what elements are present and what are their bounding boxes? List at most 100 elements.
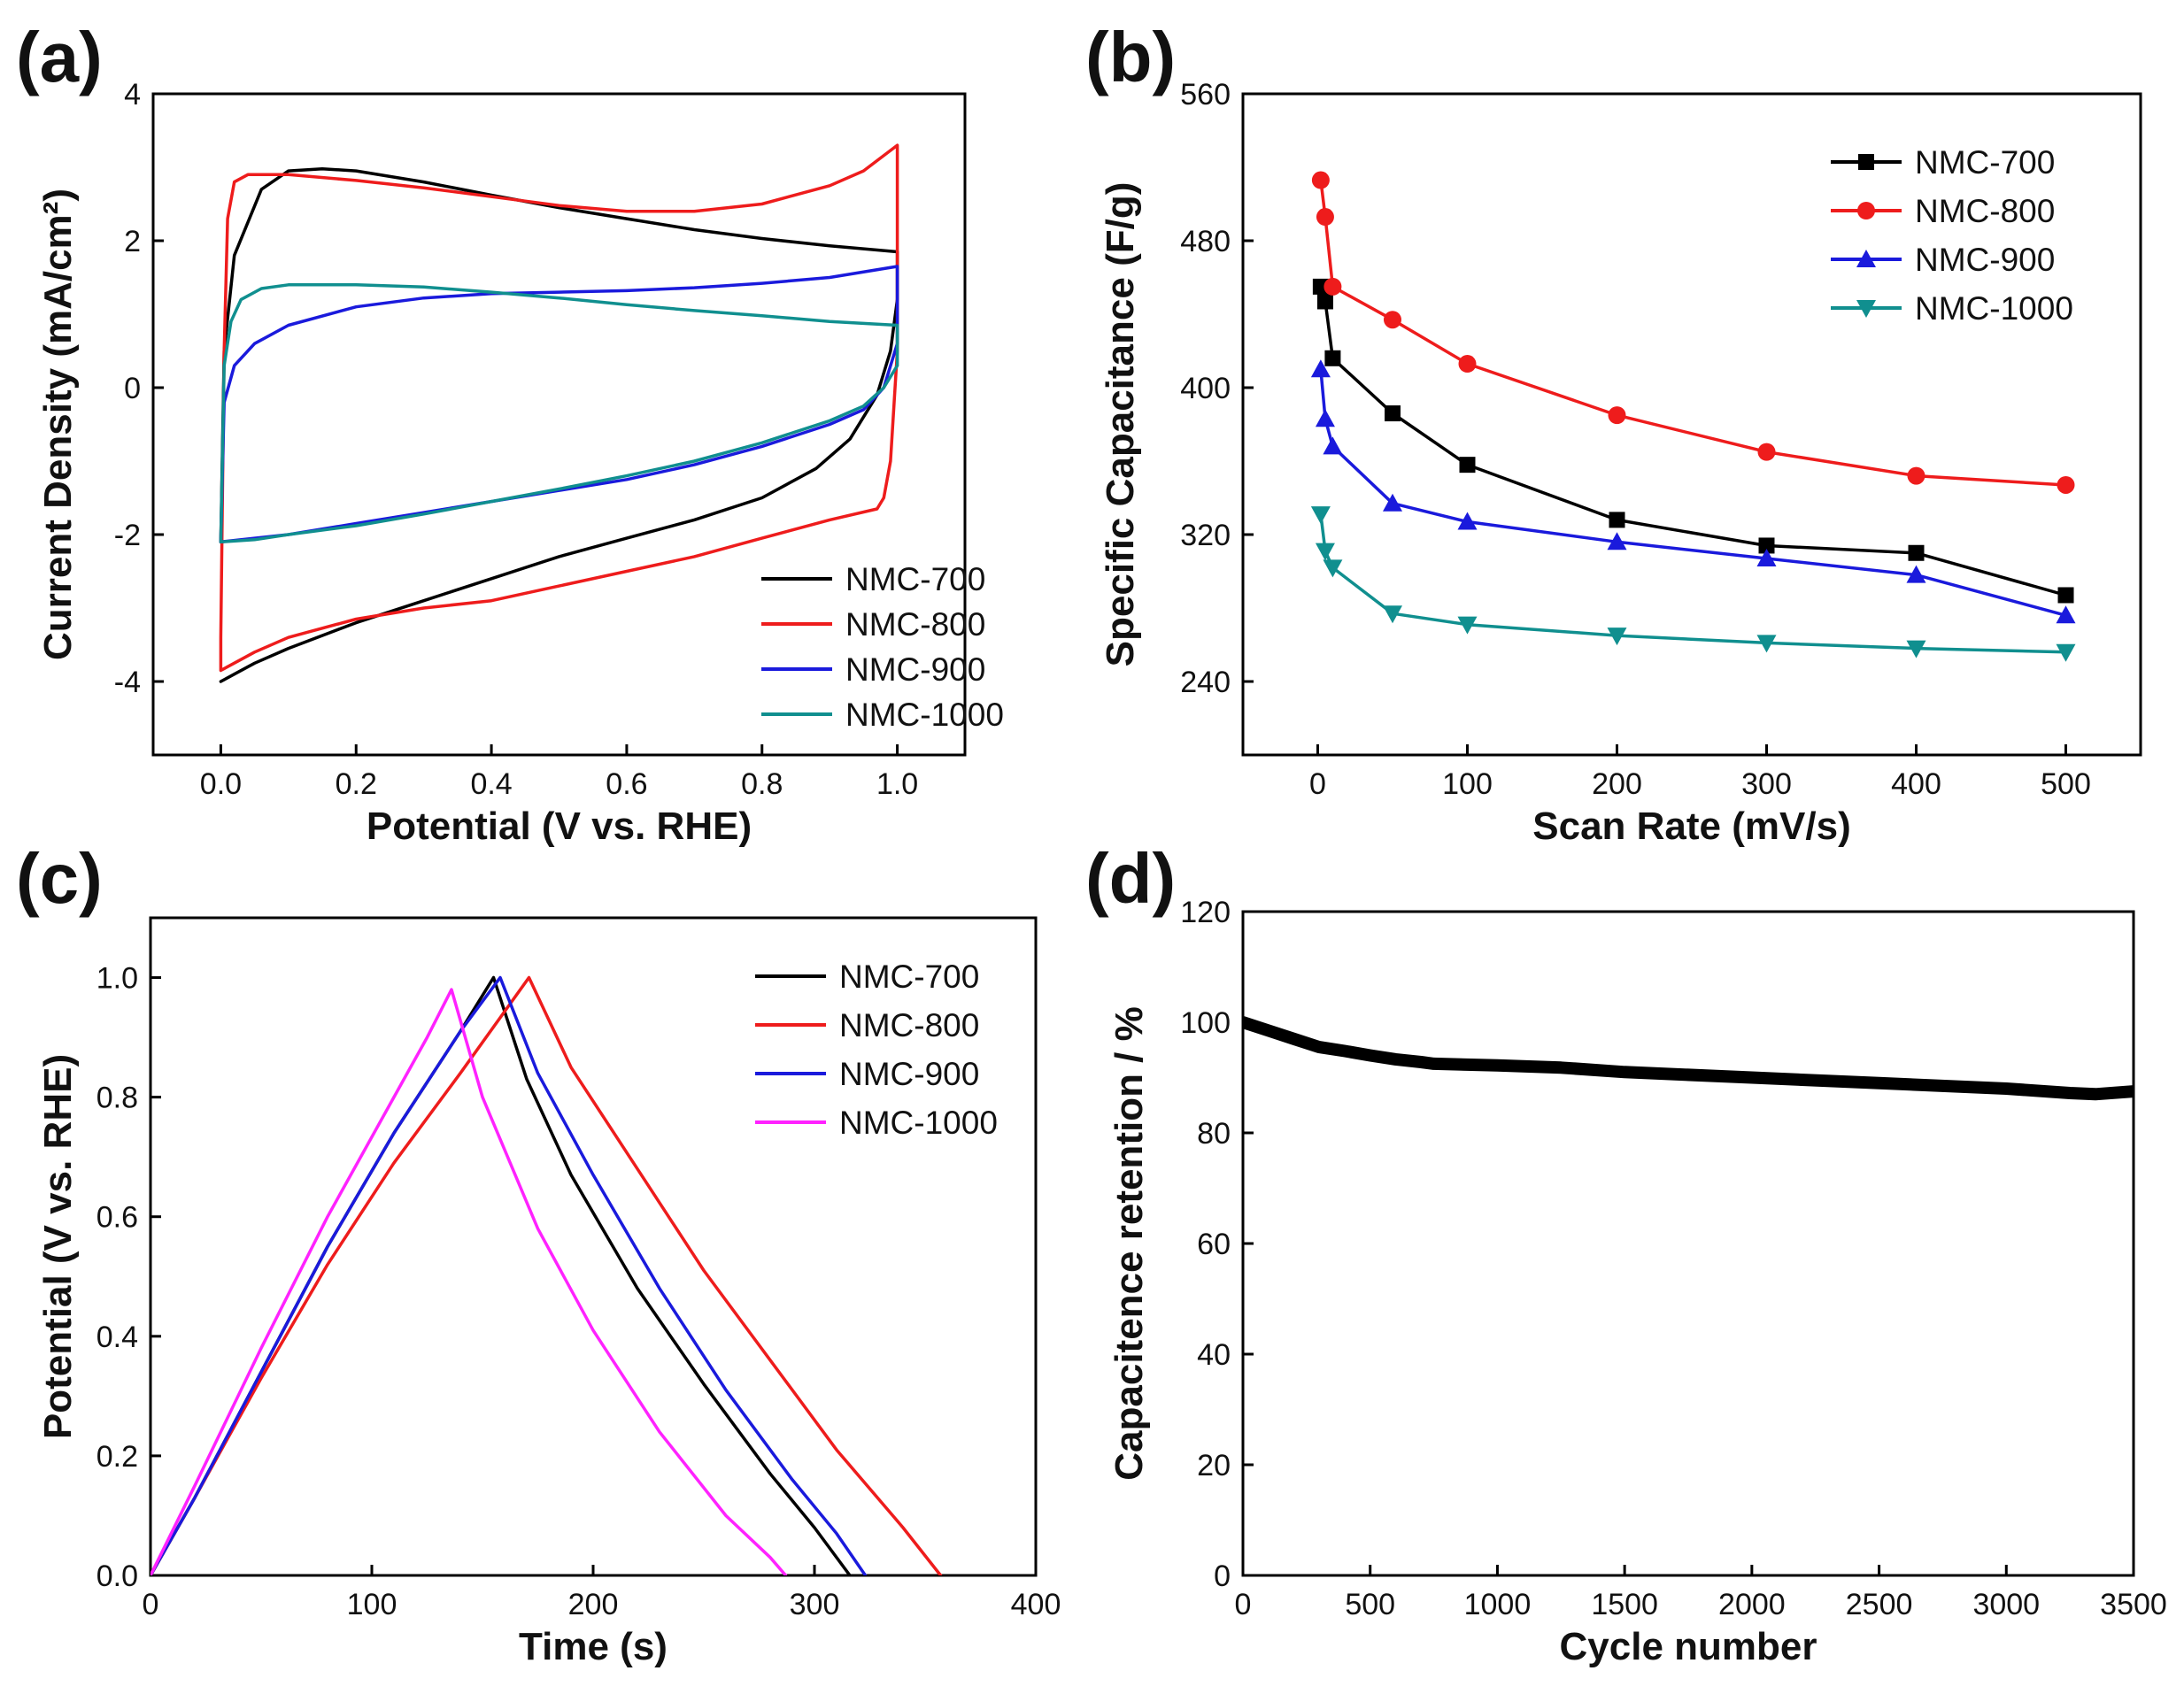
y-axis-label: Capacitence retention / %	[1107, 1006, 1151, 1480]
chart-panel-b: (b) 0 100 200 300 400 500 240 320 400 480 560 Scan R…	[1085, 18, 2142, 848]
data-point-marker	[1459, 457, 1476, 474]
legend-item: NMC-1000	[1831, 290, 2073, 327]
y-axis-label: Specific Capacitance (F/g)	[1099, 182, 1142, 667]
data-point-marker	[1908, 544, 1925, 561]
data-point-marker	[1906, 565, 1926, 583]
series-nmc-1000	[219, 283, 899, 544]
legend-label: NMC-1000	[1915, 290, 2073, 327]
series-line	[219, 166, 899, 683]
data-point-marker	[1858, 154, 1874, 170]
data-point-marker	[1756, 635, 1777, 653]
panel-label: (b)	[1085, 18, 1176, 96]
series-nmc-1000	[1310, 506, 2076, 662]
legend-item: NMC-700	[755, 959, 979, 995]
y-tick-label: 120	[1180, 896, 1231, 929]
x-tick-label: 0.0	[200, 767, 242, 801]
data-point-marker	[1757, 443, 1776, 461]
data-point-marker	[1310, 506, 1331, 525]
series-line	[1319, 512, 2068, 654]
data-point-marker	[1324, 350, 1341, 366]
x-axis-label: Scan Rate (mV/s)	[1532, 805, 1850, 848]
x-tick-label: 100	[347, 1588, 397, 1621]
series-line	[150, 975, 852, 1575]
panel-label: (d)	[1085, 839, 1176, 918]
data-point-marker	[1310, 359, 1331, 378]
series-nmc-1000	[150, 988, 788, 1575]
x-tick-label: 2000	[1718, 1588, 1786, 1621]
x-axis-label: Cycle number	[1560, 1625, 1817, 1668]
legend-label: NMC-900	[1915, 242, 2055, 278]
series-line	[219, 143, 899, 673]
series-capacitance-retention	[1243, 1016, 2134, 1101]
x-tick-label: 400	[1891, 767, 1941, 801]
legend-item: NMC-900	[755, 1056, 979, 1092]
x-axis-label: Potential (V vs. RHE)	[367, 805, 752, 848]
data-point-marker	[1856, 300, 1876, 318]
data-point-marker	[2056, 643, 2076, 662]
y-tick-label: 0	[1214, 1559, 1231, 1593]
legend-item: NMC-900	[1831, 242, 2055, 278]
y-tick-label: -4	[114, 666, 141, 699]
y-tick-label: 0.6	[96, 1201, 138, 1235]
data-point-marker	[1312, 278, 1329, 295]
legend-label: NMC-800	[1915, 193, 2055, 229]
chart-panel-c: (c) 0 100 200 300 400 0.0 0.2 0.4 0.6 0.8 1.0 Time (…	[16, 839, 1061, 1668]
y-tick-label: 240	[1180, 666, 1231, 699]
y-tick-label: 400	[1180, 372, 1231, 405]
legend-label: NMC-1000	[839, 1105, 998, 1141]
legend-item: NMC-800	[755, 1007, 979, 1043]
series-line	[150, 988, 788, 1575]
series-line	[219, 283, 899, 544]
series-nmc-700	[1312, 278, 2074, 604]
y-tick-label: 20	[1197, 1449, 1231, 1482]
chart-panel-a: (a) 0.0 0.2 0.4 0.6 0.8 1.0 -4 -2 0 2 4 Potential (V…	[16, 18, 1004, 848]
legend-item: NMC-800	[1831, 193, 2055, 229]
panel-label: (c)	[16, 839, 103, 918]
y-tick-label: 320	[1180, 519, 1231, 552]
series-line	[219, 265, 899, 544]
legend-label: NMC-900	[839, 1056, 979, 1092]
data-point-marker	[1756, 548, 1777, 566]
legend: NMC-700 NMC-800 NMC-900 NMC-1000	[1831, 144, 2073, 327]
y-tick-label: 0.8	[96, 1082, 138, 1115]
x-tick-label: 200	[568, 1588, 619, 1621]
data-point-marker	[1457, 616, 1478, 635]
data-point-marker	[1385, 405, 1401, 422]
y-tick-label: 4	[124, 78, 141, 112]
x-tick-label: 0.8	[741, 767, 783, 801]
x-tick-label: 300	[1741, 767, 1792, 801]
legend-item: NMC-1000	[761, 697, 1004, 733]
series-nmc-900	[219, 265, 899, 544]
data-point-marker	[1316, 293, 1333, 310]
x-tick-label: 300	[790, 1588, 840, 1621]
x-tick-label: 0	[1235, 1588, 1252, 1621]
series-nmc-800	[1311, 171, 2075, 494]
x-axis-label: Time (s)	[519, 1625, 668, 1668]
data-point-marker	[1458, 355, 1477, 373]
series-nmc-900	[1310, 359, 2076, 624]
y-axis-label: Potential (V vs. RHE)	[36, 1054, 80, 1439]
legend: NMC-700 NMC-800 NMC-900 NMC-1000	[755, 959, 998, 1141]
y-axis-label: Current Density (mA/cm²)	[36, 189, 80, 660]
data-point-marker	[1315, 409, 1335, 427]
x-tick-label: 1500	[1591, 1588, 1658, 1621]
data-point-marker	[1323, 559, 1343, 578]
legend-item: NMC-700	[761, 561, 985, 597]
data-point-marker	[1906, 640, 1926, 658]
y-tick-label: 0.2	[96, 1440, 138, 1474]
data-point-marker	[1323, 436, 1343, 455]
x-tick-label: 400	[1011, 1588, 1061, 1621]
legend-label: NMC-1000	[845, 697, 1004, 733]
panel-label: (a)	[16, 18, 103, 96]
series-line	[150, 975, 943, 1575]
x-tick-label: 1000	[1464, 1588, 1532, 1621]
x-tick-label: 500	[2041, 767, 2091, 801]
data-point-marker	[1609, 512, 1625, 528]
data-point-marker	[1607, 532, 1627, 551]
legend-label: NMC-800	[839, 1007, 979, 1043]
y-tick-label: 0.4	[96, 1321, 138, 1354]
legend-label: NMC-700	[839, 959, 979, 995]
data-point-marker	[1384, 311, 1401, 329]
x-tick-label: 100	[1442, 767, 1493, 801]
